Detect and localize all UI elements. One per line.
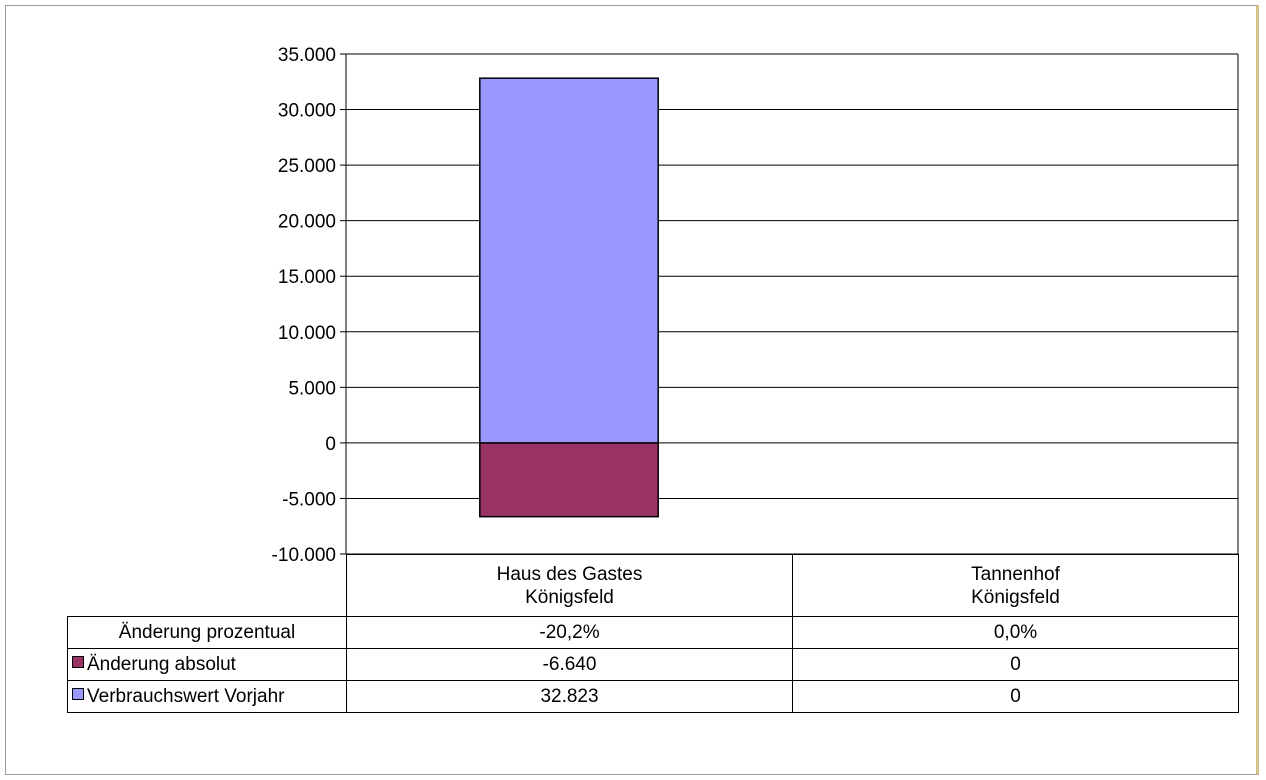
table-cell: 0 — [792, 648, 1239, 681]
row-label-text: Änderung absolut — [87, 653, 236, 675]
y-tick-label: -5.000 — [282, 489, 336, 510]
table-cell: 0,0% — [792, 616, 1239, 649]
y-tick-label: 35.000 — [278, 45, 336, 66]
legend-key-absolut — [72, 656, 84, 669]
bar — [479, 77, 659, 444]
category-label-line: Haus des Gastes — [496, 563, 643, 585]
y-tick-label: -10.000 — [272, 545, 336, 566]
bar — [479, 442, 659, 518]
y-tick-label: 20.000 — [278, 212, 336, 233]
bars — [479, 77, 659, 518]
table-cell: 0 — [792, 680, 1239, 713]
y-tick-label: 10.000 — [278, 323, 336, 344]
category-label-1: Tannenhof Königsfeld — [792, 554, 1239, 617]
row-label: Änderung absolut — [67, 648, 347, 681]
table-row: Änderung prozentual -20,2% 0,0% — [67, 616, 1239, 649]
y-axis: 35.000 30.000 25.000 20.000 15.000 10.000 5.00… — [272, 45, 1239, 566]
table-cell: 32.823 — [346, 680, 793, 713]
y-tick-label: 5.000 — [288, 378, 336, 399]
row-label: Verbrauchswert Vorjahr — [67, 680, 347, 713]
empty-corner — [68, 555, 347, 617]
row-label-text: Verbrauchswert Vorjahr — [87, 685, 285, 707]
row-label-text: Änderung prozentual — [118, 621, 296, 643]
data-table: Haus des Gastes Königsfeld Tannenhof Kön… — [67, 554, 1239, 713]
table-row: Änderung absolut -6.640 0 — [67, 648, 1239, 681]
y-tick-label: 30.000 — [278, 101, 336, 122]
table-cell: -6.640 — [346, 648, 793, 681]
row-label: Änderung prozentual — [67, 616, 347, 649]
y-tick-label: 0 — [325, 434, 336, 455]
category-label-line: Tannenhof — [971, 563, 1060, 585]
y-tick-label: 15.000 — [278, 267, 336, 288]
y-tick-label: 25.000 — [278, 156, 336, 177]
category-header-row: Haus des Gastes Königsfeld Tannenhof Kön… — [68, 554, 1239, 617]
category-label-line: Königsfeld — [525, 586, 614, 608]
category-label-line: Königsfeld — [971, 586, 1060, 608]
category-label-0: Haus des Gastes Königsfeld — [346, 554, 793, 617]
table-row: Verbrauchswert Vorjahr 32.823 0 — [67, 680, 1239, 713]
table-cell: -20,2% — [346, 616, 793, 649]
legend-key-vorjahr — [72, 688, 84, 701]
